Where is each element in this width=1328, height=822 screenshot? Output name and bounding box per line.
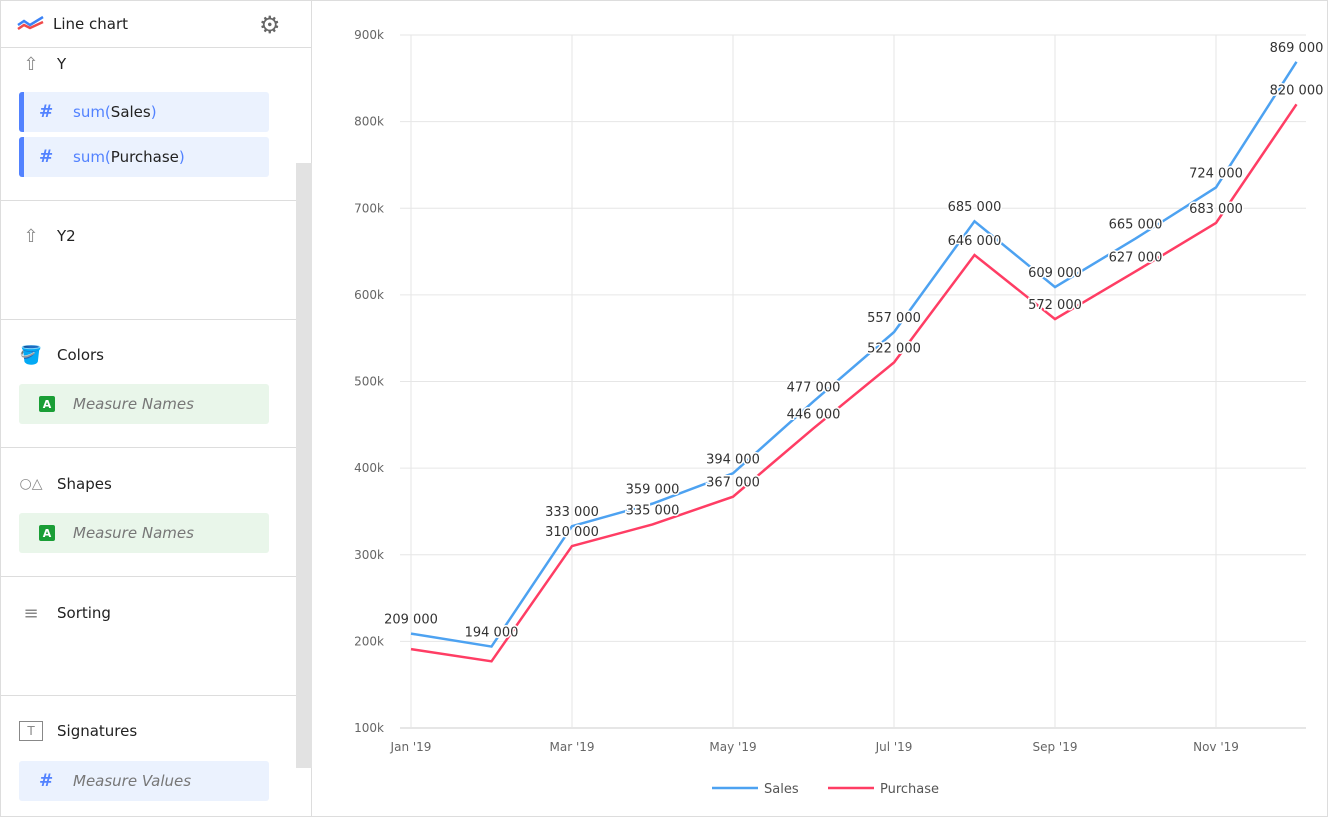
series-line-sales bbox=[410, 61, 1298, 648]
field-measure-names[interactable]: A Measure Names bbox=[19, 384, 269, 424]
section-y2: ⇧ Y2 bbox=[1, 201, 296, 320]
data-label: 446 000 bbox=[787, 407, 841, 422]
series-line-purchase bbox=[410, 103, 1298, 663]
paint-bucket-icon: 🪣 bbox=[19, 344, 43, 366]
shapes-icon: ○△ bbox=[19, 476, 43, 492]
data-label: 685 000 bbox=[948, 200, 1002, 215]
x-tick-label: Jan '19 bbox=[390, 740, 432, 754]
x-tick-label: Jul '19 bbox=[875, 740, 913, 754]
field-sum-sales[interactable]: # sum(Sales) bbox=[19, 92, 269, 132]
arrow-up-icon: ⇧ bbox=[23, 53, 39, 75]
y-tick-label: 100k bbox=[354, 721, 384, 735]
y-tick-label: 400k bbox=[354, 461, 384, 475]
section-label: Colors bbox=[57, 346, 104, 364]
section-label: Y2 bbox=[57, 227, 76, 245]
data-label: 209 000 bbox=[384, 613, 438, 628]
legend-item-sales: Sales bbox=[764, 782, 799, 797]
y-tick-label: 500k bbox=[354, 375, 384, 389]
section-y: ⇧ Y # sum(Sales) # sum(Purchase) bbox=[1, 48, 296, 201]
x-tick-label: Nov '19 bbox=[1193, 740, 1239, 754]
x-tick-label: Sep '19 bbox=[1033, 740, 1078, 754]
data-label: 646 000 bbox=[948, 234, 1002, 249]
data-label: 665 000 bbox=[1109, 218, 1163, 233]
chart-type-title[interactable]: Line chart bbox=[53, 15, 129, 33]
dimension-icon: A bbox=[39, 525, 55, 541]
x-tick-label: Mar '19 bbox=[549, 740, 594, 754]
field-measure-names[interactable]: A Measure Names bbox=[19, 513, 269, 553]
data-label: 367 000 bbox=[706, 476, 760, 491]
panel-header: Line chart ⚙ bbox=[1, 1, 311, 48]
section-label: Sorting bbox=[57, 604, 111, 622]
data-label: 627 000 bbox=[1109, 250, 1163, 265]
section-shapes: ○△ Shapes A Measure Names bbox=[1, 448, 296, 577]
line-chart-icon bbox=[17, 16, 44, 31]
data-label: 394 000 bbox=[706, 452, 760, 467]
section-sorting: ≡ Sorting bbox=[1, 577, 296, 696]
data-label: 522 000 bbox=[867, 341, 921, 356]
field-measure-values[interactable]: # Measure Values bbox=[19, 761, 269, 801]
data-label: 869 000 bbox=[1270, 41, 1324, 56]
data-label: 310 000 bbox=[545, 525, 599, 540]
data-label: 333 000 bbox=[545, 505, 599, 520]
line-chart: 100k 200k 300k 400k 500k 600k 700k 800k 900k Jan … bbox=[354, 28, 1325, 797]
number-icon: # bbox=[39, 102, 54, 122]
section-colors: 🪣 Colors A Measure Names bbox=[1, 320, 296, 448]
data-label: 194 000 bbox=[465, 626, 519, 641]
scrollbar[interactable] bbox=[296, 163, 312, 768]
y-tick-label: 900k bbox=[354, 28, 384, 42]
section-label: Y bbox=[57, 55, 67, 73]
data-label: 572 000 bbox=[1028, 298, 1082, 313]
arrow-up-icon: ⇧ bbox=[23, 225, 39, 247]
y-tick-label: 300k bbox=[354, 548, 384, 562]
data-label: 724 000 bbox=[1189, 166, 1243, 181]
section-signatures: T Signatures # Measure Values bbox=[1, 696, 296, 818]
number-icon: # bbox=[39, 147, 54, 167]
number-icon: # bbox=[39, 771, 54, 791]
chart-area: 100k 200k 300k 400k 500k 600k 700k 800k 900k Jan … bbox=[312, 0, 1328, 817]
y-tick-label: 200k bbox=[354, 634, 384, 648]
data-label: 359 000 bbox=[626, 483, 680, 498]
field-sum-purchase[interactable]: # sum(Purchase) bbox=[19, 137, 269, 177]
section-label: Shapes bbox=[57, 475, 112, 493]
data-label: 557 000 bbox=[867, 311, 921, 326]
data-label: 820 000 bbox=[1270, 83, 1324, 98]
data-label: 477 000 bbox=[787, 380, 841, 395]
y-tick-label: 800k bbox=[354, 115, 384, 129]
gear-icon[interactable]: ⚙ bbox=[259, 11, 281, 39]
legend-item-purchase: Purchase bbox=[880, 782, 939, 797]
y-tick-label: 700k bbox=[354, 201, 384, 215]
text-icon: T bbox=[19, 721, 43, 741]
sort-icon: ≡ bbox=[23, 602, 39, 624]
section-label: Signatures bbox=[57, 722, 138, 740]
y-tick-label: 600k bbox=[354, 288, 384, 302]
x-tick-label: May '19 bbox=[709, 740, 756, 754]
data-label: 335 000 bbox=[626, 503, 680, 518]
wizard-panel: Line chart ⚙ ⇧ Y # sum(Sales) # sum(Purchas… bbox=[0, 0, 312, 817]
dimension-icon: A bbox=[39, 396, 55, 412]
data-label: 683 000 bbox=[1189, 202, 1243, 217]
data-label: 609 000 bbox=[1028, 266, 1082, 281]
